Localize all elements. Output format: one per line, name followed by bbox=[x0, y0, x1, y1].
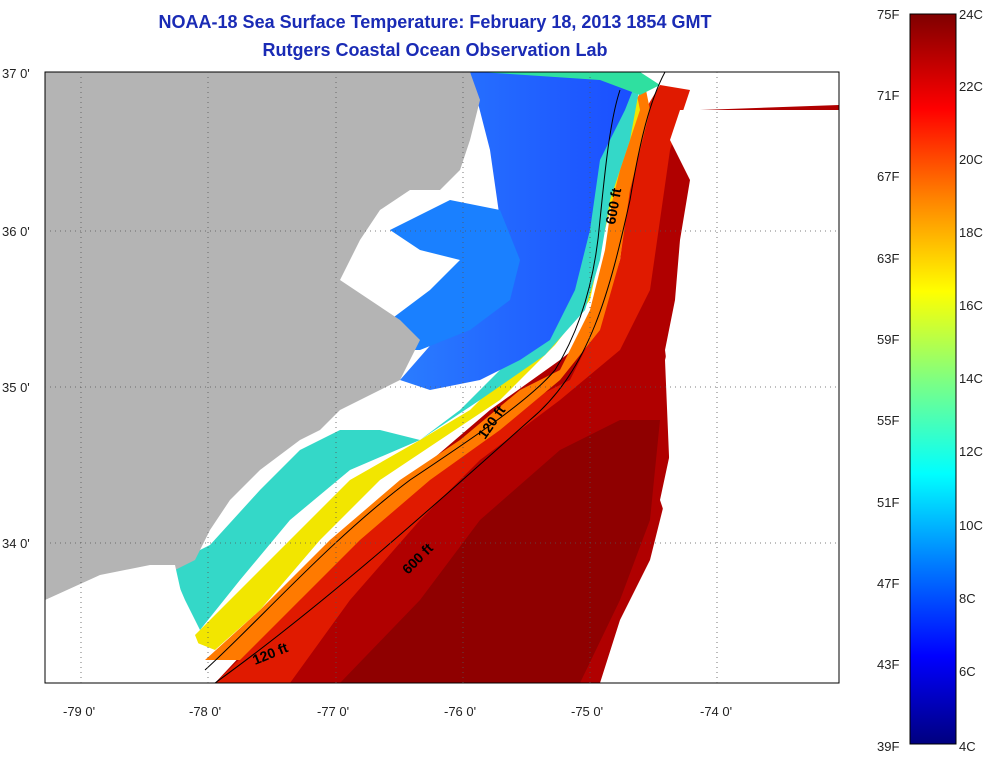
lon-label: -77 0' bbox=[317, 704, 349, 719]
lat-label: 35 0' bbox=[2, 380, 30, 395]
lon-label: -75 0' bbox=[571, 704, 603, 719]
colorbar-label-c: 4C bbox=[959, 739, 976, 754]
colorbar-label-c: 22C bbox=[959, 79, 983, 94]
colorbar-label-f: 43F bbox=[877, 657, 899, 672]
colorbar-label-c: 8C bbox=[959, 591, 976, 606]
colorbar-label-c: 18C bbox=[959, 225, 983, 240]
lat-label: 36 0' bbox=[2, 224, 30, 239]
colorbar-label-c: 6C bbox=[959, 664, 976, 679]
graticule bbox=[45, 72, 839, 683]
lat-label: 37 0' bbox=[2, 66, 30, 81]
contour-120ft bbox=[204, 89, 621, 671]
colorbar-label-f: 75F bbox=[877, 7, 899, 22]
colorbar-label-c: 10C bbox=[959, 518, 983, 533]
colorbar-label-f: 47F bbox=[877, 576, 899, 591]
colorbar-label-f: 67F bbox=[877, 169, 899, 184]
colorbar-label-c: 14C bbox=[959, 371, 983, 386]
colorbar-label-c: 20C bbox=[959, 152, 983, 167]
colorbar-label-c: 12C bbox=[959, 444, 983, 459]
lon-label: -76 0' bbox=[444, 704, 476, 719]
colorbar-label-f: 55F bbox=[877, 413, 899, 428]
land-mass bbox=[45, 72, 480, 670]
contour-600ft bbox=[214, 72, 666, 683]
contour-label: 600 ft bbox=[602, 186, 624, 225]
colorbar bbox=[909, 13, 957, 745]
lon-label: -78 0' bbox=[189, 704, 221, 719]
lon-label: -79 0' bbox=[63, 704, 95, 719]
map-subtitle: Rutgers Coastal Ocean Observation Lab bbox=[262, 40, 608, 60]
lat-label: 34 0' bbox=[2, 536, 30, 551]
colorbar-label-f: 63F bbox=[877, 251, 899, 266]
lon-label: -74 0' bbox=[700, 704, 732, 719]
colorbar-label-c: 24C bbox=[959, 7, 983, 22]
colorbar-label-f: 59F bbox=[877, 332, 899, 347]
map-title: NOAA-18 Sea Surface Temperature: Februar… bbox=[158, 12, 712, 32]
colorbar-label-f: 51F bbox=[877, 495, 899, 510]
sst-data-layer bbox=[45, 72, 839, 683]
cloud-cover-region bbox=[660, 110, 839, 683]
colorbar-label-c: 16C bbox=[959, 298, 983, 313]
colorbar-label-f: 71F bbox=[877, 88, 899, 103]
colorbar-label-f: 39F bbox=[877, 739, 899, 754]
